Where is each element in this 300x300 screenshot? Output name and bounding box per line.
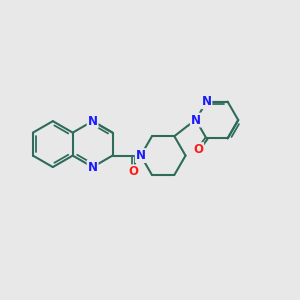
- Text: O: O: [129, 165, 139, 178]
- Text: N: N: [136, 149, 146, 162]
- Text: N: N: [191, 113, 201, 127]
- Text: O: O: [193, 143, 203, 156]
- Text: N: N: [88, 160, 98, 174]
- Text: N: N: [88, 115, 98, 128]
- Text: N: N: [201, 95, 212, 108]
